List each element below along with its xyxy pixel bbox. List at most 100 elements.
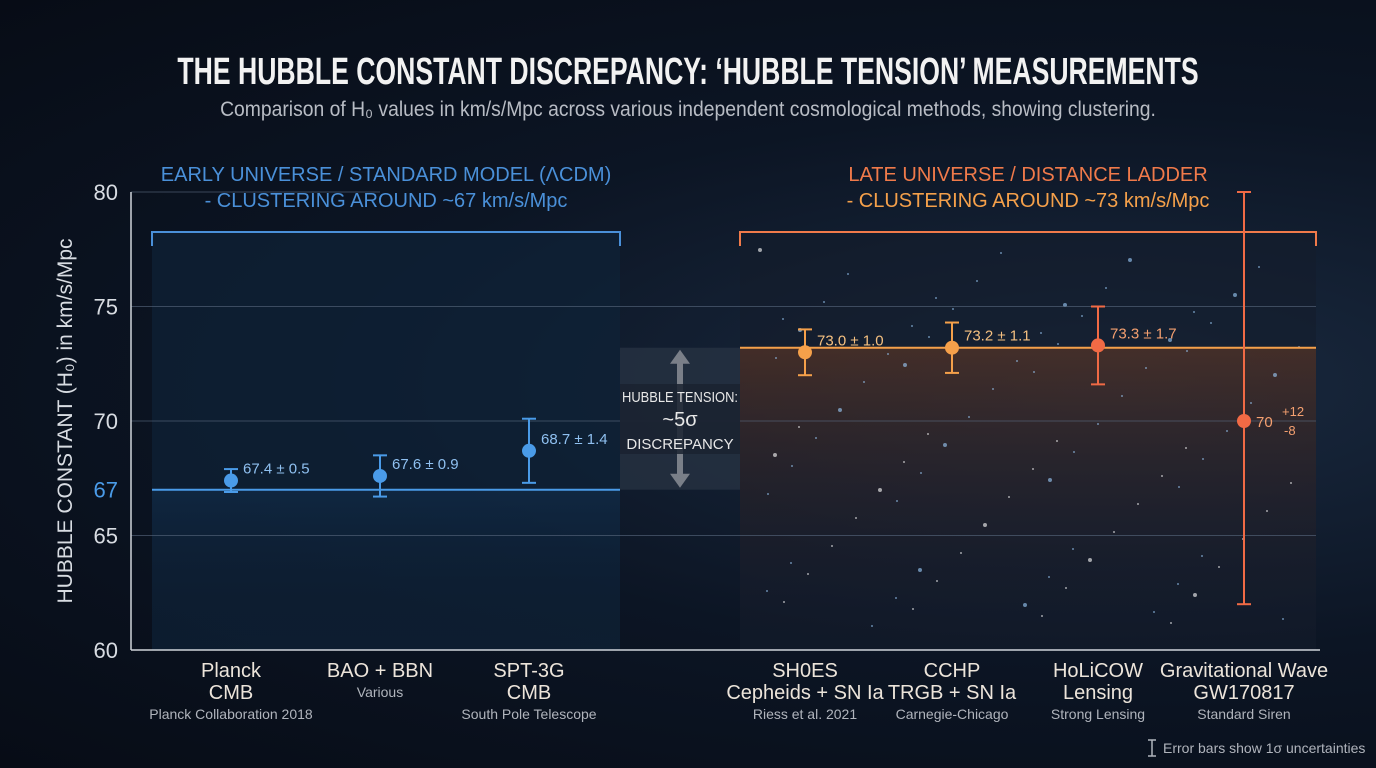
star [1023,603,1027,607]
footnote: Error bars show 1σ uncertainties [1163,740,1365,756]
group-label: - CLUSTERING AROUND ~67 km/s/Mpc [205,190,568,212]
star [1057,343,1059,345]
data-point [798,345,812,360]
star [992,388,994,390]
star [838,408,842,412]
star [1073,451,1075,453]
x-tick-source: Standard Siren [1197,706,1290,722]
x-tick-source: Various [357,684,403,700]
y-tick-label: 65 [94,524,118,549]
star [815,437,817,439]
x-tick-label: HoLiCOW [1053,660,1143,682]
star [1105,287,1107,289]
data-point [373,468,387,483]
star [775,357,777,359]
star [1048,576,1050,578]
y-tick-label: 75 [94,295,118,320]
star [767,493,769,495]
x-tick-label: Lensing [1063,682,1133,704]
x-tick-label: Cepheids + SN Ia [726,682,884,704]
star [952,308,954,310]
chart-title: THE HUBBLE CONSTANT DISCREPANCY: ‘HUBBLE… [177,51,1199,93]
star [1185,447,1187,449]
star [1016,360,1018,362]
star [1088,558,1092,562]
star [871,625,873,627]
group-bracket [151,231,621,246]
data-label: 68.7 ± 1.4 [541,431,608,448]
star [903,461,905,463]
star [766,590,768,592]
arrow-down-icon [670,473,690,488]
star [1048,478,1052,482]
group-bracket [739,231,1317,246]
y-tick-label: 80 [94,180,118,205]
star [855,517,857,519]
data-point [522,443,536,458]
star [1072,548,1074,550]
error-bar-icon [1148,739,1156,757]
star [1218,566,1220,568]
chart-subtitle: Comparison of H₀ values in km/s/Mpc acro… [220,98,1156,121]
star [1032,468,1034,470]
star [1040,332,1042,334]
star [807,573,809,575]
x-tick-source: Strong Lensing [1051,706,1145,722]
star [1186,350,1188,352]
star [918,568,922,572]
star [831,545,833,547]
data-label: 70 [1256,414,1273,431]
tension-label: HUBBLE TENSION: [622,389,738,406]
star [790,562,792,564]
star [976,280,978,282]
data-point [1091,338,1105,353]
star [960,552,962,554]
x-tick-label: CCHP [924,660,981,682]
group-label: - CLUSTERING AROUND ~73 km/s/Mpc [847,190,1210,212]
star [1193,311,1195,313]
x-tick-label: TRGB + SN Ia [888,682,1017,704]
star [782,318,784,320]
star [936,580,938,582]
star [1137,503,1139,505]
star [903,363,907,367]
x-tick-label: Planck [201,660,262,682]
star [1258,266,1260,268]
star [1273,373,1277,377]
star [943,443,947,447]
star [773,453,777,457]
data-point [945,340,959,355]
star [1145,367,1147,369]
tension-label: DISCREPANCY [626,436,733,453]
star [798,426,800,428]
data-label: 67.4 ± 0.5 [243,461,310,478]
star [1161,475,1163,477]
data-label: 73.2 ± 1.1 [964,328,1031,345]
tension-label: ~5σ [662,409,698,431]
star [1193,593,1197,597]
data-label: 73.0 ± 1.0 [817,332,884,349]
arrow-up-icon [670,349,690,364]
star [878,488,882,492]
data-label: 73.3 ± 1.7 [1110,325,1177,342]
tension-label-bg [620,384,740,454]
star [758,248,762,252]
star [791,465,793,467]
early-band [152,489,620,650]
y-tick-label: 60 [94,638,118,663]
star [1081,315,1083,317]
x-tick-label: CMB [507,682,551,704]
star [783,601,785,603]
group-label: EARLY UNIVERSE / STANDARD MODEL (ΛCDM) [161,164,611,186]
x-tick-source: Riess et al. 2021 [753,706,857,722]
x-tick-label: SH0ES [772,660,838,682]
star [1266,510,1268,512]
late-band [740,347,1316,650]
star [1113,531,1115,533]
x-tick-label: CMB [209,682,253,704]
star [847,273,849,275]
star [1177,583,1179,585]
y-axis-label: HUBBLE CONSTANT (H₀) in km/s/Mpc [54,239,77,604]
star [928,336,930,338]
